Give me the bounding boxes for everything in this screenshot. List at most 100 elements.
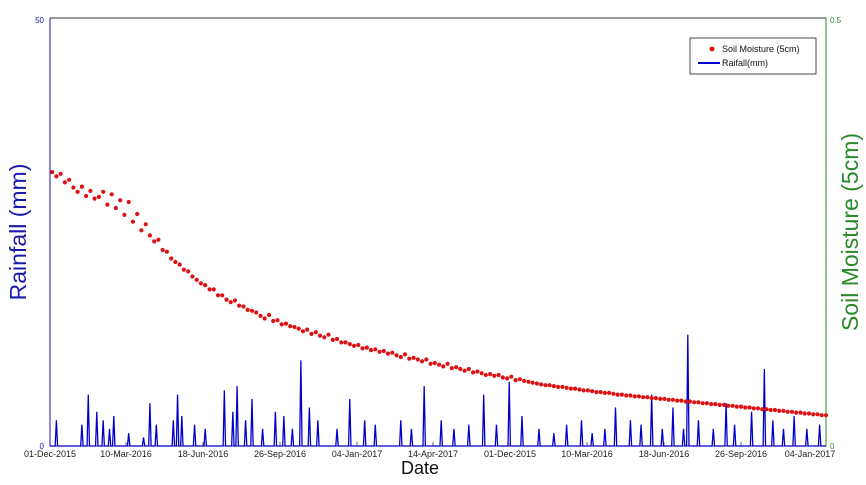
soil-moisture-point: [777, 408, 782, 413]
right-tick-label: 0.5: [830, 16, 842, 25]
soil-moisture-point: [317, 333, 323, 338]
soil-moisture-point: [760, 407, 765, 412]
soil-moisture-point: [207, 287, 212, 292]
soil-moisture-point: [173, 259, 178, 265]
soil-moisture-point: [445, 361, 450, 366]
soil-moisture-point: [517, 377, 523, 382]
soil-moisture-point: [641, 395, 646, 400]
soil-moisture-point: [300, 329, 306, 334]
x-tick-label: 18-Jun-2016: [178, 449, 229, 459]
soil-moisture-point: [194, 277, 199, 282]
soil-moisture-point: [368, 348, 374, 353]
soil-moisture-point: [241, 304, 246, 309]
soil-moisture-point: [683, 399, 688, 404]
soil-moisture-point: [768, 407, 773, 413]
rainfall-line: [50, 334, 826, 447]
soil-moisture-point: [568, 386, 574, 391]
soil-moisture-point: [279, 322, 284, 327]
soil-moisture-point: [220, 293, 225, 298]
soil-moisture-point: [258, 313, 263, 318]
soil-moisture-point: [645, 395, 650, 400]
soil-moisture-point: [475, 369, 480, 374]
legend: Soil Moisture (5cm) Raifall(mm): [689, 37, 817, 75]
soil-moisture-point: [721, 402, 727, 407]
x-tick-labels: 01-Dec-2015 10-Mar-2016 18-Jun-2016 26-S…: [24, 449, 835, 459]
soil-moisture-point: [160, 247, 165, 253]
soil-moisture-point: [139, 228, 144, 233]
soil-moisture-point: [305, 327, 310, 332]
soil-moisture-point: [734, 404, 739, 409]
soil-moisture-point: [356, 342, 361, 348]
soil-moisture-point: [79, 184, 84, 189]
x-tick-label: 01-Dec-2015: [484, 449, 536, 459]
x-tick-label: 18-Jun-2016: [639, 449, 690, 459]
legend-soil-label: Soil Moisture (5cm): [722, 44, 800, 54]
soil-moisture-point: [441, 364, 446, 369]
soil-moisture-point: [322, 335, 327, 340]
soil-moisture-point: [738, 404, 744, 409]
soil-moisture-point: [411, 355, 416, 360]
soil-moisture-point: [496, 372, 501, 378]
soil-moisture-point: [789, 409, 795, 414]
soil-moisture-point: [534, 381, 540, 386]
soil-moisture-point: [785, 409, 790, 414]
soil-moisture-point: [658, 396, 663, 401]
soil-moisture-point: [288, 324, 293, 329]
soil-moisture-point: [169, 256, 174, 261]
soil-moisture-point: [232, 298, 238, 303]
soil-moisture-point: [492, 373, 497, 378]
soil-moisture-point: [551, 384, 557, 389]
soil-moisture-point: [619, 392, 625, 397]
soil-moisture-point: [390, 350, 395, 355]
soil-moisture-point: [449, 366, 454, 371]
soil-moisture-point: [432, 360, 437, 366]
soil-moisture-point: [224, 297, 229, 302]
soil-moisture-point: [330, 337, 335, 342]
soil-moisture-point: [628, 393, 633, 398]
soil-moisture-point: [135, 211, 140, 217]
soil-moisture-point: [143, 222, 148, 227]
soil-moisture-point: [675, 398, 680, 403]
x-tick-label: 04-Jan-2017: [785, 449, 836, 459]
soil-moisture-point: [181, 267, 186, 272]
soil-moisture-point: [602, 390, 608, 395]
soil-moisture-point: [420, 359, 425, 364]
soil-moisture-point: [394, 353, 399, 358]
soil-moisture-point: [428, 361, 433, 366]
soil-moisture-point: [271, 318, 276, 324]
soil-moisture-point: [152, 239, 157, 244]
soil-moisture-point: [105, 202, 110, 207]
soil-moisture-point: [109, 192, 114, 197]
soil-moisture-point: [577, 387, 582, 392]
soil-moisture-point: [351, 343, 357, 348]
soil-moisture-point: [823, 413, 829, 418]
soil-moisture-point: [364, 345, 369, 350]
soil-moisture-point: [662, 396, 667, 401]
soil-moisture-point: [96, 194, 101, 199]
soil-moisture-point: [700, 401, 705, 406]
soil-moisture-point: [424, 357, 429, 362]
soil-moisture-point: [488, 372, 493, 377]
soil-moisture-point: [764, 407, 769, 412]
soil-moisture-point: [296, 326, 301, 331]
soil-moisture-point: [636, 394, 642, 399]
soil-moisture-point: [743, 405, 748, 410]
soil-moisture-point: [615, 392, 620, 397]
soil-moisture-point: [539, 382, 544, 387]
soil-moisture-point: [526, 379, 531, 384]
soil-moisture-point: [360, 346, 365, 351]
soil-moisture-point: [71, 185, 76, 190]
soil-moisture-point: [573, 386, 578, 391]
soil-moisture-point: [126, 199, 131, 205]
soil-moisture-point: [479, 371, 484, 376]
soil-moisture-point: [666, 397, 671, 402]
soil-moisture-point: [772, 407, 778, 413]
x-tick-label: 14-Apr-2017: [408, 449, 458, 459]
soil-moisture-point: [343, 340, 348, 345]
soil-moisture-point: [564, 385, 569, 390]
soil-moisture-point: [692, 400, 697, 405]
soil-moisture-series: [50, 170, 829, 418]
soil-moisture-point: [530, 380, 535, 385]
soil-moisture-point: [334, 336, 340, 342]
soil-moisture-point: [122, 212, 127, 217]
